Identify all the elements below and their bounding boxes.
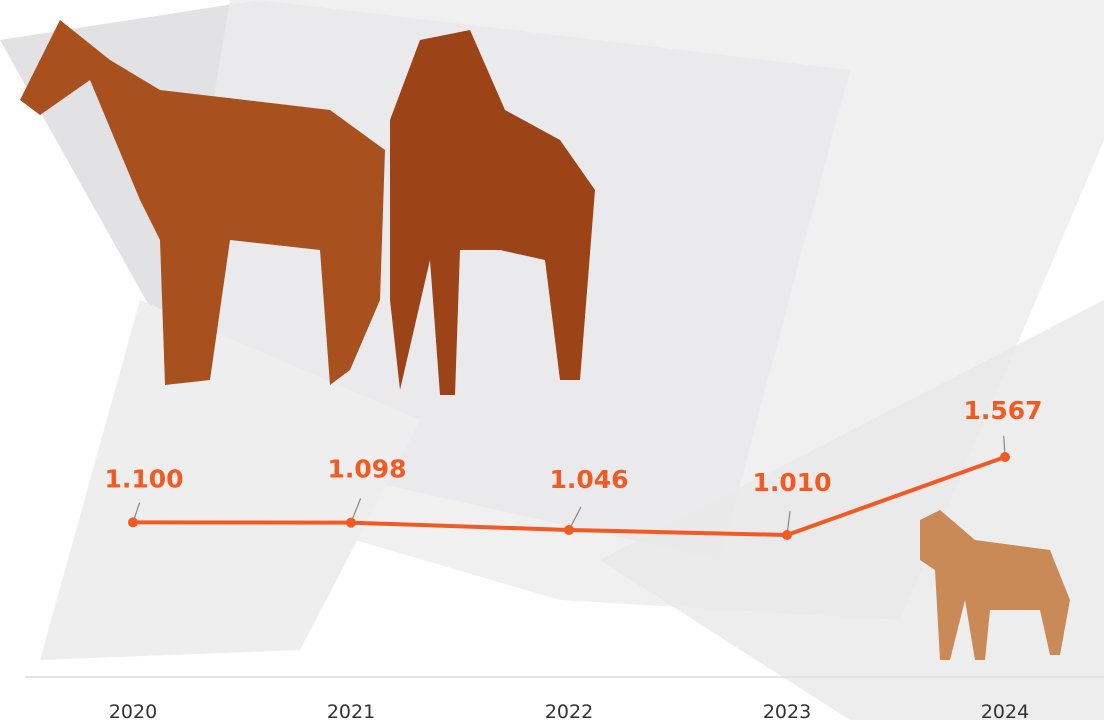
data-point — [128, 517, 138, 528]
data-point — [1000, 452, 1010, 462]
data-point — [782, 530, 792, 540]
horse-illustration — [20, 20, 1070, 660]
data-point — [346, 517, 356, 528]
x-tick-label: 2022 — [545, 701, 593, 720]
x-tick-label: 2024 — [981, 701, 1029, 720]
data-point — [564, 524, 574, 535]
x-tick-label: 2021 — [327, 701, 375, 720]
x-tick-label: 2023 — [763, 701, 811, 720]
value-label: 1.046 — [549, 465, 628, 494]
value-label: 1.098 — [327, 455, 406, 484]
value-label: 1.567 — [963, 396, 1042, 425]
value-label: 1.010 — [752, 468, 831, 497]
x-tick-label: 2020 — [109, 701, 157, 720]
value-label: 1.100 — [104, 464, 183, 493]
